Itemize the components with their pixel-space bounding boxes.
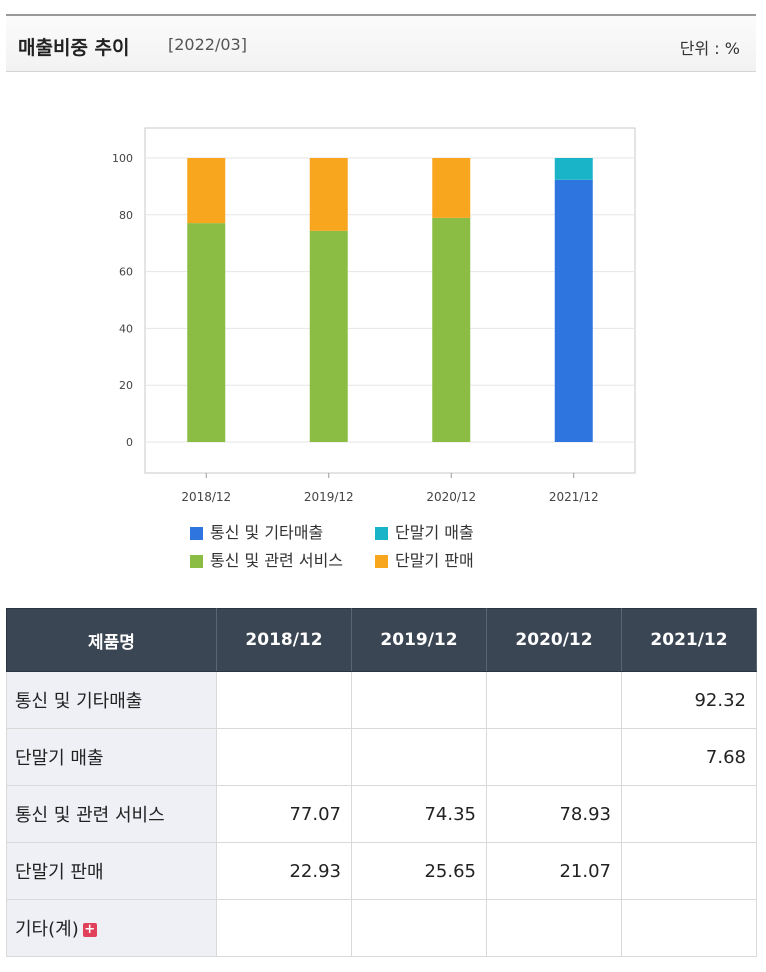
bar-segment [187, 223, 226, 442]
table-cell [621, 842, 757, 900]
y-tick-label: 20 [119, 379, 133, 392]
bar-segment [187, 158, 226, 224]
table-cell [216, 671, 352, 729]
table-row: 통신 및 관련 서비스 77.07 74.35 78.93 [6, 785, 757, 843]
legend-label: 통신 및 관련 서비스 [210, 551, 343, 570]
table-cell [621, 785, 757, 843]
table-cell [216, 899, 352, 957]
row-name-expandable: 기타(계) + [6, 899, 217, 957]
stacked-bar-chart: 0 20 40 60 80 100 2018/12 2019/12 2020/12 2021/12… [112, 127, 636, 570]
table-cell: 74.35 [351, 785, 487, 843]
bar-segment [432, 217, 471, 442]
row-name: 통신 및 기타매출 [6, 671, 217, 729]
table-row: 단말기 매출 7.68 [6, 728, 757, 786]
table-cell [351, 728, 487, 786]
x-tick-label: 2021/12 [549, 490, 599, 504]
legend-swatch [190, 555, 203, 568]
header-2020: 2020/12 [486, 608, 622, 672]
row-name: 단말기 판매 [6, 842, 217, 900]
table-cell: 77.07 [216, 785, 352, 843]
legend-label: 단말기 매출 [395, 523, 474, 542]
legend-swatch [375, 527, 388, 540]
legend-label: 단말기 판매 [395, 551, 474, 570]
table-cell [216, 728, 352, 786]
legend-swatch [375, 555, 388, 568]
panel-header: 매출비중 추이 [2022/03] 단위 : % [6, 14, 756, 72]
header-2018: 2018/12 [216, 608, 352, 672]
table-header-row: 제품명 2018/12 2019/12 2020/12 2021/12 [6, 608, 757, 672]
y-tick-label: 40 [119, 322, 133, 335]
bar-segment [309, 158, 348, 231]
y-tick-label: 60 [119, 266, 133, 279]
unit-label: 단위 : % [679, 39, 740, 58]
table-row: 통신 및 기타매출 92.32 [6, 671, 757, 729]
table-cell [621, 899, 757, 957]
header-2019: 2019/12 [351, 608, 487, 672]
bar-segment [554, 179, 593, 442]
x-tick-label: 2020/12 [426, 490, 476, 504]
table-cell: 92.32 [621, 671, 757, 729]
data-table: 제품명 2018/12 2019/12 2020/12 2021/12 통신 및… [6, 608, 757, 957]
bar-segment [432, 158, 471, 218]
legend-label: 통신 및 기타매출 [210, 523, 323, 542]
table-cell: 78.93 [486, 785, 622, 843]
plot-frame [144, 127, 636, 474]
report-date: [2022/03] [168, 35, 247, 54]
table-cell: 25.65 [351, 842, 487, 900]
table-row: 단말기 판매 22.93 25.65 21.07 [6, 842, 757, 900]
x-tick-label: 2018/12 [181, 490, 231, 504]
table-cell [351, 671, 487, 729]
header-2021: 2021/12 [621, 608, 757, 672]
bar-segment [309, 230, 348, 442]
legend-swatch [190, 527, 203, 540]
row-name: 통신 및 관련 서비스 [6, 785, 217, 843]
table-cell [351, 899, 487, 957]
expand-plus-icon[interactable]: + [82, 922, 97, 937]
bar-segment [554, 158, 593, 180]
header-product: 제품명 [6, 608, 217, 672]
table-cell: 7.68 [621, 728, 757, 786]
row-name: 단말기 매출 [6, 728, 217, 786]
table-row: 기타(계) + [6, 899, 757, 957]
y-tick-label: 80 [119, 209, 133, 222]
table-cell [486, 899, 622, 957]
table-cell: 21.07 [486, 842, 622, 900]
page-title: 매출비중 추이 [18, 37, 130, 59]
table-cell: 22.93 [216, 842, 352, 900]
y-tick-label: 0 [126, 436, 133, 449]
table-cell [486, 671, 622, 729]
table-cell [486, 728, 622, 786]
row-name-label: 기타(계) [15, 919, 79, 940]
y-tick-label: 100 [112, 152, 133, 165]
x-tick-label: 2019/12 [304, 490, 354, 504]
